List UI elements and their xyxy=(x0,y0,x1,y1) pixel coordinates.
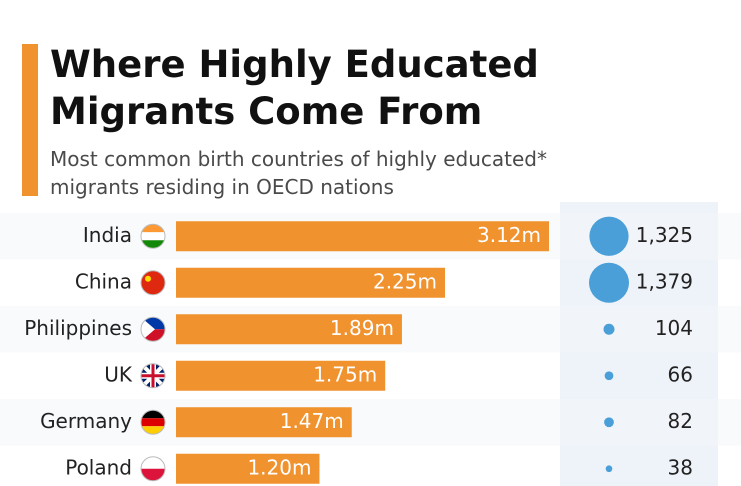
bubble xyxy=(605,465,613,473)
flag xyxy=(141,456,165,481)
category-label: Germany xyxy=(40,409,132,433)
flag xyxy=(141,363,165,388)
bubble-value-label: 66 xyxy=(668,362,693,386)
flag-border xyxy=(140,316,166,342)
flag-stripe xyxy=(141,232,165,241)
category-label: China xyxy=(75,269,132,293)
bubble-value-label: 104 xyxy=(655,316,693,340)
category-label: Poland xyxy=(65,455,132,479)
bar xyxy=(176,314,402,345)
flag-stripe xyxy=(141,468,165,481)
chart-subtitle-line: migrants residing in OECD nations xyxy=(50,175,394,199)
bar xyxy=(176,221,549,252)
bar xyxy=(176,360,386,391)
bubble-value-label: 1,325 xyxy=(636,223,693,247)
bar-value-label: 1.75m xyxy=(313,362,377,386)
bar-value-label: 1.47m xyxy=(280,409,344,433)
chart-title-line: Migrants Come From xyxy=(50,90,482,133)
flag xyxy=(141,224,165,249)
bubble-value-label: 1,379 xyxy=(636,269,693,293)
flag xyxy=(141,317,165,342)
flag-stripe xyxy=(141,418,165,427)
flag xyxy=(141,410,165,435)
category-label: India xyxy=(83,223,132,247)
flag xyxy=(141,270,165,295)
bar xyxy=(176,407,352,438)
row-band xyxy=(0,399,741,446)
flag-border xyxy=(140,363,166,389)
flag-border xyxy=(140,456,166,482)
bar xyxy=(176,453,320,484)
bubble xyxy=(604,371,614,381)
flag-stripe xyxy=(145,275,151,282)
flag-stripe xyxy=(141,426,165,435)
chart-title-line: Where Highly Educated xyxy=(50,43,539,86)
bar-value-label: 1.89m xyxy=(330,316,394,340)
bubble xyxy=(604,417,614,428)
flag-border xyxy=(140,270,166,296)
bubble xyxy=(589,216,629,256)
accent-bar xyxy=(22,44,38,196)
flag-stripe xyxy=(141,270,165,295)
chart-subtitle-line: Most common birth countries of highly ed… xyxy=(50,147,547,171)
flag-stripe xyxy=(141,410,165,419)
category-label: Philippines xyxy=(24,316,132,340)
bar xyxy=(176,267,445,298)
category-label: UK xyxy=(104,362,133,386)
bar-value-label: 3.12m xyxy=(477,223,541,247)
flag-border xyxy=(140,409,166,435)
bubble-value-label: 38 xyxy=(668,455,693,479)
bubble-value-label: 82 xyxy=(668,409,693,433)
flag-stripe xyxy=(141,456,165,469)
flag-stripe xyxy=(141,240,165,249)
flag-stripe xyxy=(151,363,155,388)
flag-border xyxy=(140,223,166,249)
bar-value-label: 2.25m xyxy=(373,269,437,293)
bar-value-label: 1.20m xyxy=(247,455,311,479)
bubble xyxy=(589,262,629,303)
flag-stripe xyxy=(141,317,155,342)
bubble xyxy=(603,323,615,335)
flag-stripe xyxy=(141,224,165,233)
